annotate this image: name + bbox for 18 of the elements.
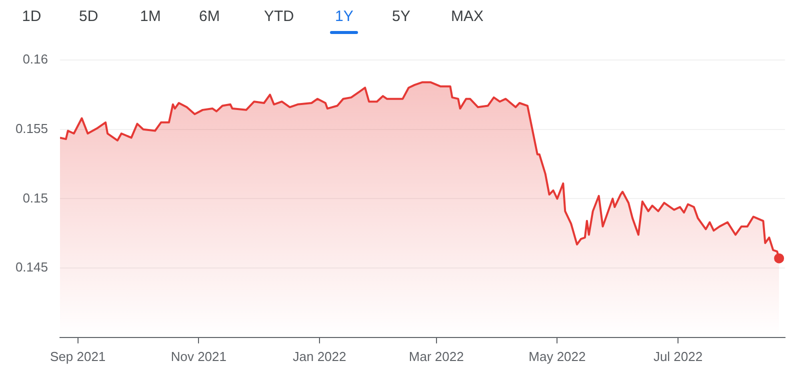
x-tick-label: Jan 2022: [292, 348, 346, 364]
text: YTD: [264, 8, 294, 25]
text: 6M: [199, 8, 220, 25]
x-tick-label: Mar 2022: [408, 348, 464, 364]
text: MAX: [451, 8, 484, 25]
x-tick-label: Jul 2022: [653, 348, 703, 364]
text: 5Y: [392, 8, 410, 25]
x-tick-label: Nov 2021: [170, 348, 226, 364]
y-tick-label: 0.15: [22, 190, 48, 206]
y-tick-label: 0.145: [15, 260, 48, 275]
x-tick-label: Sep 2021: [50, 348, 106, 364]
text: 1M: [140, 8, 161, 25]
x-tick-label: May 2022: [528, 348, 586, 364]
text: 5D: [79, 8, 98, 25]
y-tick-label: 0.16: [22, 52, 48, 67]
y-tick-label: 0.155: [15, 120, 48, 136]
text: 1D: [22, 8, 42, 25]
text: 1Y: [335, 8, 354, 25]
